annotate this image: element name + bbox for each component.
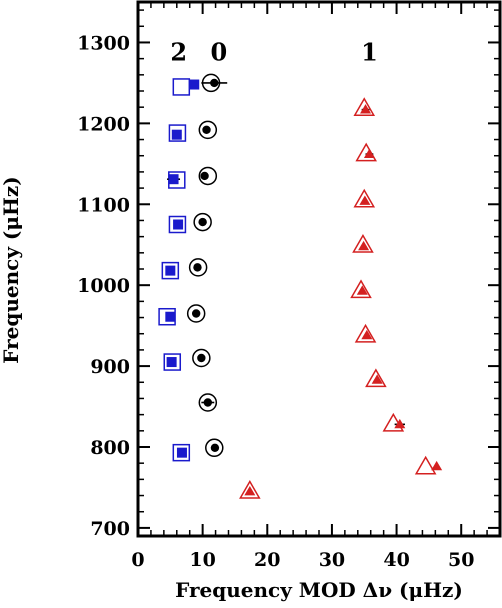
open-triangle-marker	[352, 234, 374, 253]
filled-triangle-marker	[394, 418, 406, 429]
y-tick-label: 900	[90, 356, 130, 378]
filled-square-marker	[165, 311, 176, 322]
open-circle-marker	[205, 438, 224, 458]
filled-triangle-marker	[356, 285, 368, 295]
open-circle-marker	[186, 304, 206, 323]
open-triangle-marker	[354, 323, 377, 343]
x-tick-label: 50	[448, 549, 474, 571]
filled-triangle-marker	[358, 240, 370, 251]
open-square-marker	[163, 353, 182, 371]
filled-square-marker	[171, 129, 182, 140]
filled-square-marker	[166, 357, 177, 368]
filled-circle-marker	[197, 353, 206, 363]
axis-ticks	[137, 2, 500, 536]
filled-triangle-marker	[359, 195, 371, 205]
series-degree-2	[158, 78, 200, 462]
y-tick-label: 1300	[77, 32, 130, 54]
x-tick-label: 40	[383, 549, 409, 571]
filled-square-marker	[168, 174, 179, 185]
x-tick-label: 20	[254, 549, 280, 571]
open-triangle-marker	[353, 188, 376, 208]
series-degree-0	[186, 73, 228, 458]
open-square-marker	[161, 261, 180, 280]
filled-circle-marker	[198, 217, 207, 227]
open-square-marker	[172, 443, 191, 462]
filled-square-marker	[173, 219, 184, 230]
filled-circle-marker	[210, 443, 220, 453]
filled-triangle-marker	[244, 486, 256, 496]
open-square-marker	[168, 124, 187, 142]
filled-square-marker	[165, 265, 176, 276]
filled-square-marker	[176, 447, 187, 458]
filled-circle-marker	[200, 171, 209, 181]
open-triangle-marker	[239, 479, 261, 499]
open-circle-marker	[198, 393, 218, 412]
degree-label: 0	[210, 37, 227, 66]
open-triangle-marker	[414, 455, 437, 475]
x-axis-title: Frequency MOD Δν (μHz)	[175, 578, 463, 602]
open-triangle-marker	[365, 368, 387, 388]
degree-label: 1	[361, 37, 378, 66]
y-tick-label: 1000	[77, 275, 130, 297]
filled-square-marker	[189, 79, 200, 90]
x-tick-label: 30	[319, 549, 345, 571]
y-tick-label: 800	[90, 437, 130, 459]
filled-circle-marker	[202, 125, 211, 135]
filled-circle-marker	[193, 263, 202, 272]
x-tick-label: 0	[131, 549, 144, 571]
filled-circle-marker	[210, 78, 219, 88]
open-triangle-marker	[350, 279, 372, 299]
y-tick-label: 1200	[77, 113, 130, 135]
plot-marks	[158, 73, 443, 499]
filled-triangle-marker	[363, 148, 375, 158]
filled-circle-marker	[191, 309, 201, 318]
filled-triangle-marker	[431, 460, 443, 471]
open-circle-marker	[198, 166, 218, 186]
open-circle-marker	[188, 258, 208, 277]
open-triangle-marker	[353, 97, 376, 117]
degree-label: 2	[170, 37, 187, 66]
filled-triangle-marker	[361, 329, 373, 340]
series-degree-1	[239, 97, 443, 499]
y-tick-label: 700	[90, 518, 130, 540]
filled-triangle-marker	[371, 374, 383, 384]
open-circle-marker	[198, 120, 218, 140]
filled-triangle-marker	[360, 104, 372, 114]
y-tick-label: 1100	[77, 194, 130, 216]
x-tick-label: 10	[189, 549, 215, 571]
open-circle-marker	[192, 348, 211, 368]
open-square-marker	[168, 215, 187, 234]
open-circle-marker	[193, 212, 212, 232]
filled-circle-marker	[203, 398, 213, 407]
y-axis-title: Frequency (μHz)	[0, 176, 23, 363]
